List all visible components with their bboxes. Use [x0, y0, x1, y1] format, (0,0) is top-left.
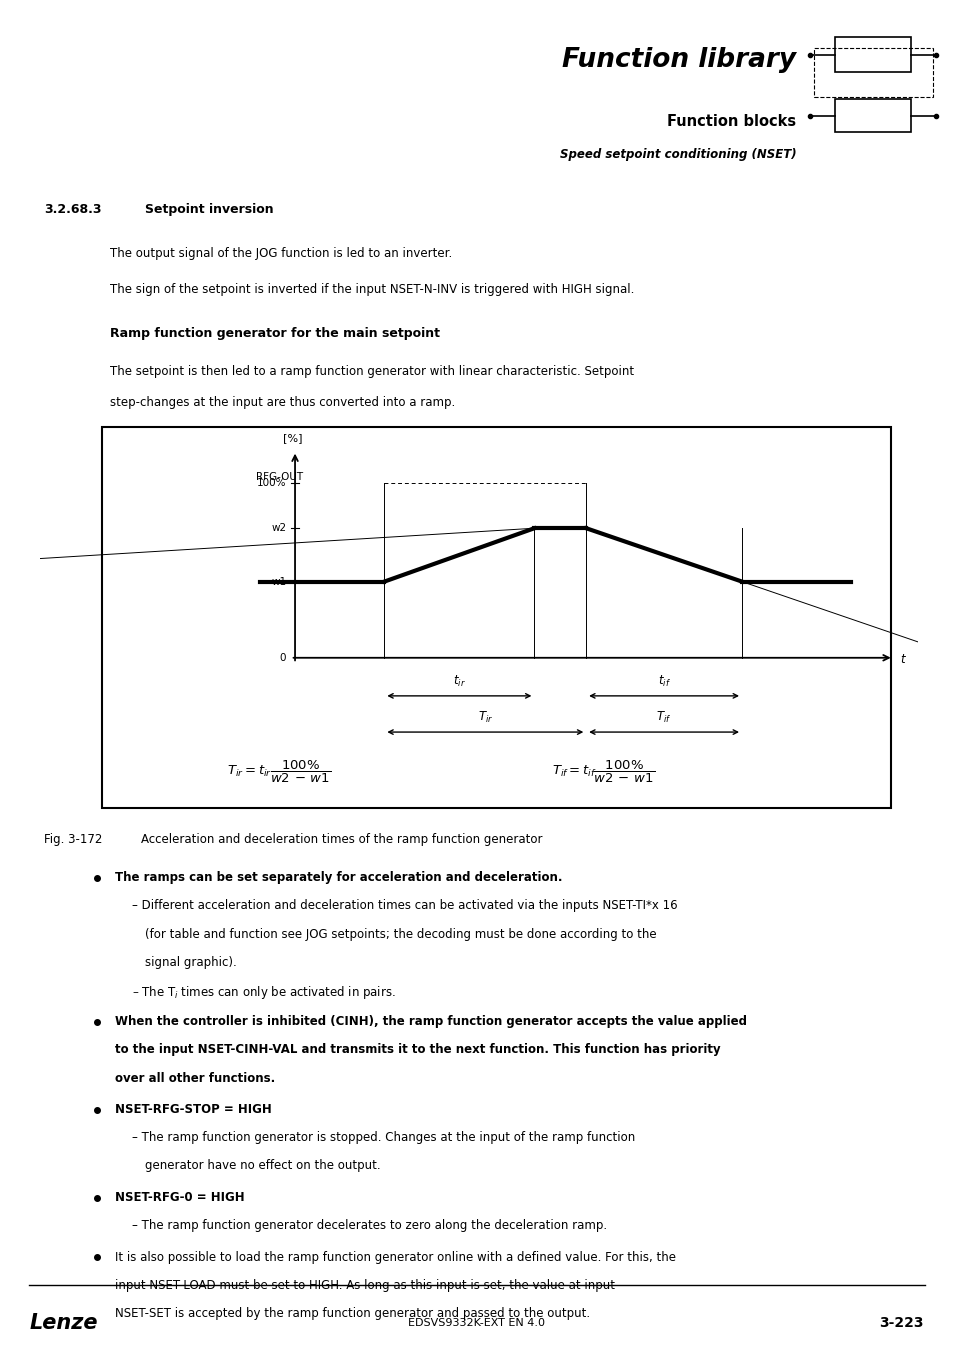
Text: RFG-OUT: RFG-OUT	[255, 471, 302, 482]
Text: signal graphic).: signal graphic).	[145, 956, 237, 969]
Text: Fig. 3-172: Fig. 3-172	[45, 833, 103, 845]
Text: EDSVS9332K-EXT EN 4.0: EDSVS9332K-EXT EN 4.0	[408, 1319, 545, 1328]
Text: Setpoint inversion: Setpoint inversion	[145, 202, 274, 216]
Text: 3.2.68.3: 3.2.68.3	[45, 202, 102, 216]
Text: 100%: 100%	[256, 478, 286, 487]
Text: w1: w1	[271, 576, 286, 587]
Text: t: t	[899, 653, 903, 667]
Text: T$_{ir}$: T$_{ir}$	[477, 710, 493, 725]
Bar	[835, 38, 910, 73]
Text: 3-223: 3-223	[879, 1316, 923, 1330]
Text: Function blocks: Function blocks	[666, 113, 796, 128]
Bar	[101, 428, 890, 809]
Text: When the controller is inhibited (CINH), the ramp function generator accepts the: When the controller is inhibited (CINH),…	[114, 1015, 746, 1029]
Text: – The T$_i$ times can only be activated in pairs.: – The T$_i$ times can only be activated …	[132, 984, 395, 1000]
Text: over all other functions.: over all other functions.	[114, 1072, 274, 1084]
Text: t$_{ir}$: t$_{ir}$	[453, 674, 465, 690]
Text: NSET-RFG-0 = HIGH: NSET-RFG-0 = HIGH	[114, 1191, 244, 1204]
Text: The ramps can be set separately for acceleration and deceleration.: The ramps can be set separately for acce…	[114, 871, 561, 884]
Text: Ramp function generator for the main setpoint: Ramp function generator for the main set…	[111, 327, 440, 340]
Text: The sign of the setpoint is inverted if the input NSET-N-INV is triggered with H: The sign of the setpoint is inverted if …	[111, 282, 634, 296]
Text: The setpoint is then led to a ramp function generator with linear characteristic: The setpoint is then led to a ramp funct…	[111, 366, 634, 378]
Text: Speed setpoint conditioning (NSET): Speed setpoint conditioning (NSET)	[559, 147, 796, 161]
Text: to the input NSET-CINH-VAL and transmits it to the next function. This function : to the input NSET-CINH-VAL and transmits…	[114, 1044, 720, 1057]
Text: – Different acceleration and deceleration times can be activated via the inputs : – Different acceleration and deceleratio…	[132, 899, 678, 913]
Text: – The ramp function generator is stopped. Changes at the input of the ramp funct: – The ramp function generator is stopped…	[132, 1131, 635, 1145]
Text: It is also possible to load the ramp function generator online with a defined va: It is also possible to load the ramp fun…	[114, 1250, 675, 1264]
Text: generator have no effect on the output.: generator have no effect on the output.	[145, 1160, 380, 1172]
Bar	[835, 100, 910, 132]
Bar	[813, 47, 932, 97]
Text: T$_{if}$: T$_{if}$	[656, 710, 671, 725]
Text: [%]: [%]	[282, 433, 302, 443]
Text: w2: w2	[271, 524, 286, 533]
Text: NSET-RFG-STOP = HIGH: NSET-RFG-STOP = HIGH	[114, 1103, 272, 1116]
Text: 0: 0	[279, 653, 286, 663]
Text: step-changes at the input are thus converted into a ramp.: step-changes at the input are thus conve…	[111, 397, 455, 409]
Text: Function library: Function library	[561, 46, 796, 73]
Text: $T_{if} = t_{if}\dfrac{100\%}{w2\,-\,w1}$: $T_{if} = t_{if}\dfrac{100\%}{w2\,-\,w1}…	[551, 759, 654, 786]
Text: (for table and function see JOG setpoints; the decoding must be done according t: (for table and function see JOG setpoint…	[145, 927, 657, 941]
Text: $T_{ir} = t_{ir}\dfrac{100\%}{w2\,-\,w1}$: $T_{ir} = t_{ir}\dfrac{100\%}{w2\,-\,w1}…	[227, 759, 331, 786]
Text: Acceleration and deceleration times of the ramp function generator: Acceleration and deceleration times of t…	[141, 833, 542, 845]
Text: The output signal of the JOG function is led to an inverter.: The output signal of the JOG function is…	[111, 247, 452, 261]
Text: t$_{if}$: t$_{if}$	[657, 674, 670, 690]
Text: input NSET-LOAD must be set to HIGH. As long as this input is set, the value at : input NSET-LOAD must be set to HIGH. As …	[114, 1278, 614, 1292]
Text: NSET-SET is accepted by the ramp function generator and passed to the output.: NSET-SET is accepted by the ramp functio…	[114, 1307, 589, 1320]
Text: Lenze: Lenze	[30, 1314, 98, 1334]
Text: – The ramp function generator decelerates to zero along the deceleration ramp.: – The ramp function generator decelerate…	[132, 1219, 607, 1233]
